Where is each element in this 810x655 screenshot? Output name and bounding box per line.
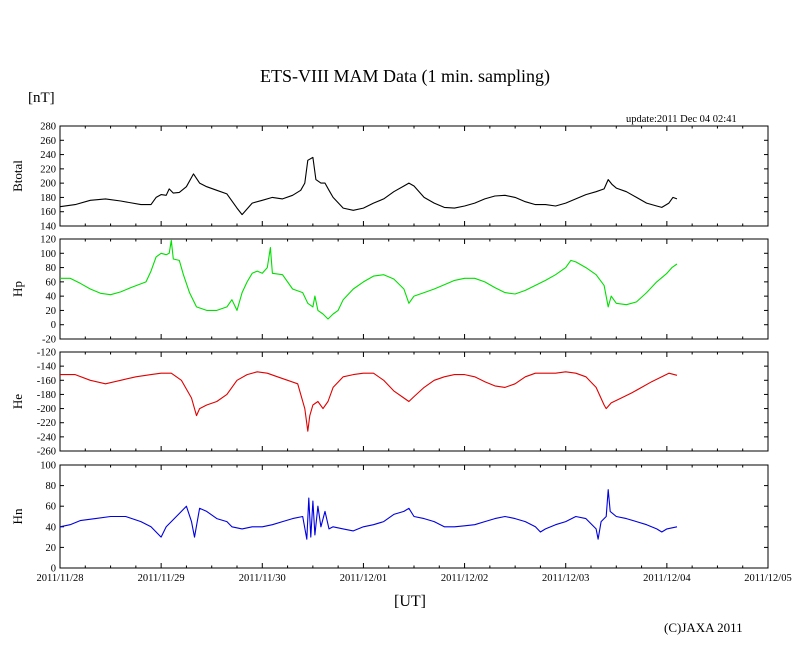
y-tick-label: -240 [37, 432, 56, 443]
panel-frame-hp [59, 238, 769, 340]
y-tick-label: 60 [46, 502, 57, 513]
series-line-btotal [59, 156, 678, 216]
y-tick-label: -260 [37, 447, 56, 458]
copyright-notice: (C)JAXA 2011 [664, 620, 743, 635]
x-tick-label: 2011/12/01 [340, 573, 387, 584]
y-tick-label: 140 [40, 222, 56, 233]
y-tick-label: 20 [46, 543, 57, 554]
x-tick-label: 2011/12/05 [744, 573, 791, 584]
y-tick-label: -120 [37, 348, 56, 359]
x-tick-label: 2011/12/04 [643, 573, 691, 584]
x-axis-label: [UT] [394, 593, 426, 610]
panel-label-hn: Hn [10, 508, 25, 524]
y-tick-label: 80 [46, 263, 57, 274]
y-tick-label: 220 [40, 164, 56, 175]
y-tick-label: 100 [40, 461, 56, 472]
y-tick-label: 240 [40, 150, 56, 161]
y-tick-label: 0 [51, 320, 56, 331]
panel-label-btotal: Btotal [10, 160, 25, 192]
series-line-he [60, 371, 678, 432]
y-tick-label: 180 [40, 193, 56, 204]
y-tick-label: -140 [37, 362, 56, 373]
x-tick-label: 2011/11/28 [36, 573, 83, 584]
y-tick-label: -200 [37, 404, 56, 415]
panel-label-he: He [10, 394, 25, 409]
y-tick-label: -220 [37, 418, 56, 429]
panel-frame-btotal [59, 125, 769, 227]
y-tick-label: 20 [46, 306, 57, 317]
x-tick-label: 2011/12/03 [542, 573, 589, 584]
x-tick-label: 2011/11/29 [138, 573, 185, 584]
x-tick-label: 2011/12/02 [441, 573, 488, 584]
y-tick-label: 120 [40, 235, 56, 246]
x-tick-label: 2011/11/30 [239, 573, 286, 584]
chart-title: ETS-VIII MAM Data (1 min. sampling) [260, 66, 550, 86]
panel-label-hp: Hp [10, 281, 25, 297]
y-tick-label: 0 [51, 564, 56, 575]
unit-label: [nT] [28, 90, 55, 106]
y-tick-label: 100 [40, 249, 56, 260]
y-tick-label: 60 [46, 277, 57, 288]
y-tick-label: 80 [46, 481, 57, 492]
panel-frame-he [59, 351, 769, 452]
series-line-hp [60, 239, 678, 320]
y-tick-label: 280 [40, 122, 56, 133]
y-tick-label: 160 [40, 207, 56, 218]
y-tick-label: -20 [42, 335, 56, 346]
y-tick-label: 200 [40, 179, 56, 190]
series-line-hn [59, 489, 678, 540]
y-tick-label: 260 [40, 136, 56, 147]
y-tick-label: 40 [46, 522, 57, 533]
y-tick-label: -160 [37, 376, 56, 387]
update-timestamp: update:2011 Dec 04 02:41 [626, 114, 737, 125]
y-tick-label: 40 [46, 292, 57, 303]
y-tick-label: -180 [37, 390, 56, 401]
